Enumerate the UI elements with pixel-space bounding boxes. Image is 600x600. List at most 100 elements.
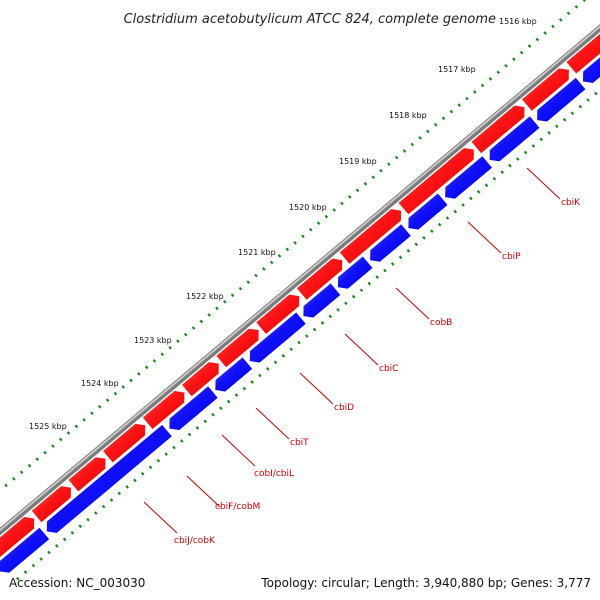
tick-mark (574, 4, 579, 9)
gene-labels: cbiK cbiP cobB cbiC cbiD cbiT cobI/cbiL cbiF/co… (143, 167, 581, 546)
tick-mark (422, 235, 426, 240)
scale-label: 1524 kbp (81, 379, 119, 388)
tick-mark (12, 476, 16, 481)
reverse-gene-arrow (444, 154, 494, 200)
tick-mark (512, 57, 516, 62)
tick-mark (187, 432, 192, 437)
tick-mark (269, 260, 274, 265)
forward-gene-arrow (470, 104, 526, 155)
tick-mark (578, 104, 583, 109)
tick-mark (566, 11, 571, 16)
tick-mark (488, 77, 493, 81)
tick-mark (43, 450, 47, 455)
tick-mark (140, 471, 145, 476)
tick-mark (301, 234, 305, 239)
tick-mark (473, 90, 477, 94)
gene-leader-line (344, 333, 379, 366)
tick-mark (281, 353, 286, 358)
tick-mark (320, 321, 325, 325)
tick-mark (265, 367, 270, 371)
tick-mark (101, 504, 106, 509)
tick-mark (449, 109, 454, 114)
gene-leader-line (186, 475, 221, 508)
gene-label: cobB (430, 318, 452, 328)
tick-marks (0, 0, 598, 581)
gene-leader-line (221, 434, 256, 467)
forward-gene-arrow (338, 207, 403, 266)
tick-mark (457, 103, 461, 107)
tick-mark (242, 386, 247, 391)
tick-mark (410, 142, 415, 147)
tick-mark (515, 157, 520, 161)
tick-mark (199, 319, 204, 324)
tick-mark (445, 216, 450, 220)
tick-mark (539, 137, 544, 142)
tick-mark (531, 144, 536, 148)
tick-mark (82, 417, 86, 422)
tick-mark (430, 229, 434, 234)
scale-label: 1525 kbp (29, 422, 67, 431)
tick-mark (367, 281, 372, 286)
tick-mark (433, 122, 438, 127)
tick-mark (570, 111, 575, 116)
tick-mark (203, 419, 208, 424)
tick-mark (555, 124, 559, 129)
tick-mark (519, 50, 524, 55)
tick-mark (375, 275, 379, 279)
tick-mark (156, 458, 161, 463)
reverse-gene-arrow (168, 384, 220, 432)
forward-gene-arrow (295, 257, 344, 302)
genome-stats-text: Topology: circular; Length: 3,940,880 bp… (260, 576, 591, 590)
tick-mark (234, 393, 239, 397)
tick-mark (437, 222, 442, 227)
tick-mark (211, 412, 215, 417)
gene-leader-line (143, 501, 178, 534)
tick-mark (27, 463, 32, 468)
backbone-line (0, 24, 600, 536)
reverse-gene-arrow (302, 281, 342, 319)
reverse-strand-track (0, 56, 600, 574)
tick-mark (226, 399, 231, 404)
tick-mark (191, 326, 196, 330)
tick-mark (39, 557, 43, 561)
reverse-gene-arrow (45, 423, 174, 535)
tick-mark (551, 24, 555, 29)
backbone-highlight (0, 25, 600, 532)
reverse-gene-arrow (581, 56, 600, 85)
scale-label: 1519 kbp (339, 157, 377, 166)
tick-mark (246, 280, 251, 284)
gene-label: cbiJ/cobK (174, 536, 216, 546)
tick-mark (148, 465, 153, 470)
tick-mark (324, 214, 329, 219)
tick-mark (62, 537, 67, 542)
tick-mark (453, 209, 458, 214)
tick-mark (230, 293, 235, 298)
tick-mark (406, 249, 411, 253)
forward-gene-arrow (565, 32, 600, 75)
forward-gene-arrow (0, 515, 36, 559)
tick-mark (152, 358, 157, 363)
tick-mark (168, 345, 172, 350)
tick-mark (492, 176, 497, 181)
tick-mark (340, 201, 344, 206)
forward-gene-arrow (180, 360, 220, 398)
tick-mark (164, 452, 168, 456)
tick-mark (500, 170, 504, 175)
tick-mark (351, 294, 356, 299)
tick-mark (238, 286, 243, 291)
tick-mark (594, 91, 598, 96)
scale-label: 1520 kbp (289, 203, 327, 212)
reverse-gene-arrow (214, 355, 254, 393)
tick-mark (558, 18, 563, 22)
tick-mark (250, 380, 254, 384)
tick-mark (371, 175, 376, 180)
tick-mark (19, 470, 24, 475)
tick-mark (426, 129, 430, 134)
tick-mark (543, 31, 547, 35)
tick-mark (402, 149, 407, 153)
tick-mark (586, 98, 590, 102)
tick-mark (215, 306, 219, 311)
tick-mark (347, 195, 352, 199)
tick-mark (129, 378, 133, 383)
tick-mark (359, 288, 364, 293)
